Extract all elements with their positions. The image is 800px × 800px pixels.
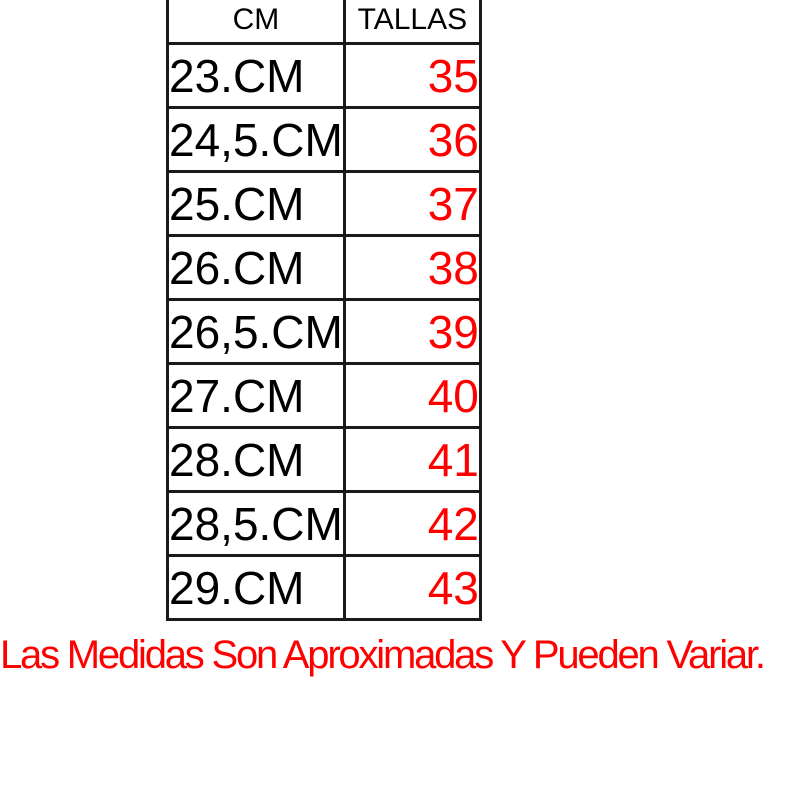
talla-value: 37 (342, 170, 482, 237)
table-row: 27.CM 40 (166, 362, 482, 429)
size-table: CM TALLAS 23.CM 35 24,5.CM 36 25.CM 37 2… (166, 0, 482, 621)
talla-value: 35 (342, 42, 482, 109)
cm-value: 28,5.CM (166, 490, 346, 557)
cm-value: 25.CM (166, 170, 346, 237)
table-row: 26.CM 38 (166, 234, 482, 301)
table-row: 25.CM 37 (166, 170, 482, 237)
cm-value: 26.CM (166, 234, 346, 301)
talla-value: 41 (342, 426, 482, 493)
table-row: 28.CM 41 (166, 426, 482, 493)
header-tallas: TALLAS (342, 0, 482, 45)
table-row: 29.CM 43 (166, 554, 482, 621)
talla-value: 38 (342, 234, 482, 301)
cm-value: 28.CM (166, 426, 346, 493)
table-row: 24,5.CM 36 (166, 106, 482, 173)
talla-value: 42 (342, 490, 482, 557)
cm-value: 23.CM (166, 42, 346, 109)
cm-value: 27.CM (166, 362, 346, 429)
talla-value: 39 (342, 298, 482, 365)
header-cm: CM (166, 0, 346, 45)
talla-value: 43 (342, 554, 482, 621)
table-row: 28,5.CM 42 (166, 490, 482, 557)
cm-value: 26,5.CM (166, 298, 346, 365)
table-header-row: CM TALLAS (166, 0, 482, 45)
table-row: 23.CM 35 (166, 42, 482, 109)
cm-value: 29.CM (166, 554, 346, 621)
talla-value: 36 (342, 106, 482, 173)
table-row: 26,5.CM 39 (166, 298, 482, 365)
cm-value: 24,5.CM (166, 106, 346, 173)
disclaimer-text: Las Medidas Son Aproximadas Y Pueden Var… (0, 633, 766, 677)
talla-value: 40 (342, 362, 482, 429)
